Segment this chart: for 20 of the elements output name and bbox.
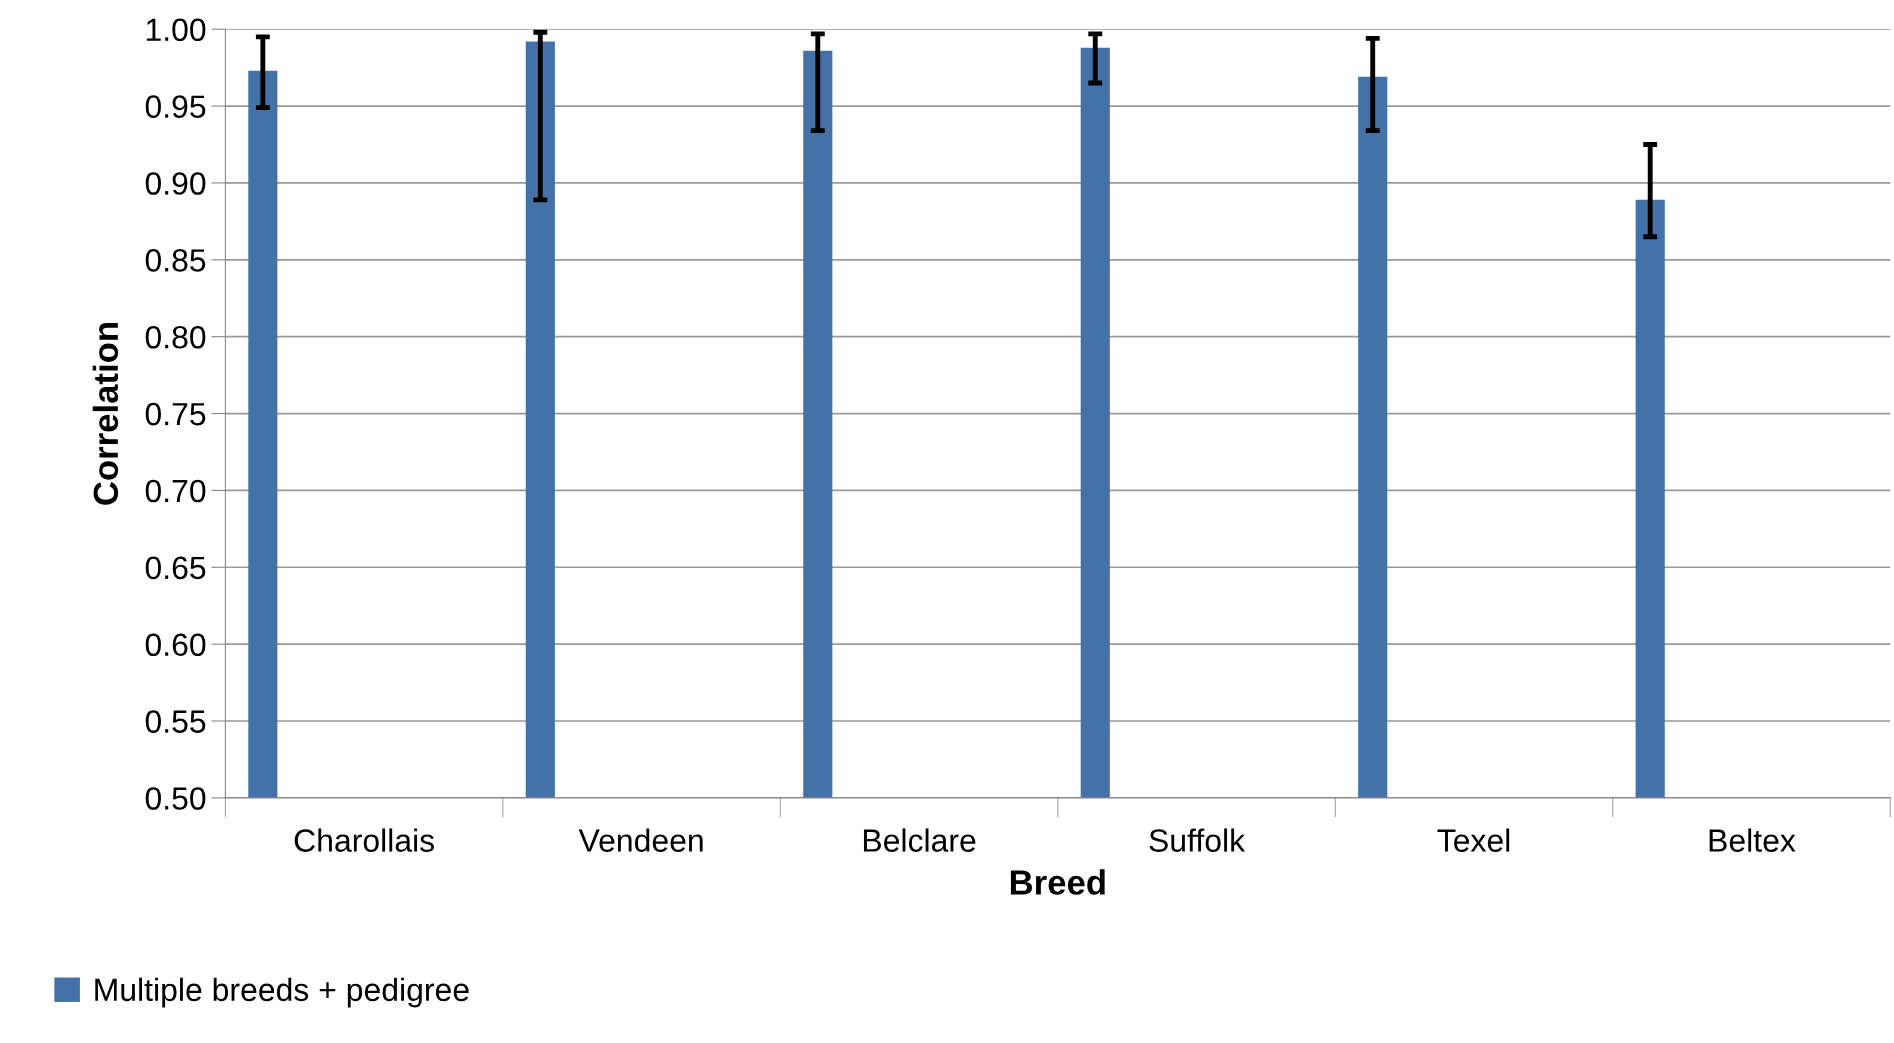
x-tick-label: Beltex [1709, 828, 1796, 852]
y-tick-label: 0.75 [145, 402, 206, 426]
x-axis-title: Breed [1010, 869, 1105, 895]
x-tick-label: Charollais [294, 828, 434, 852]
y-tick-label: 0.70 [145, 479, 206, 503]
y-tick-label: 0.95 [145, 95, 206, 118]
x-tick-label: Vendeen [578, 828, 703, 852]
y-tick-label: 0.65 [145, 556, 206, 580]
y-tick-label: 1.00 [146, 18, 206, 42]
y-tick-label: 0.50 [145, 787, 206, 810]
legend-label: Multiple breeds + pedigree [95, 977, 469, 1008]
x-tick-label: Suffolk [1149, 828, 1246, 852]
y-tick-label: 0.90 [145, 172, 206, 195]
y-axis-title: Correlation [92, 323, 119, 505]
y-tick-label: 0.85 [145, 249, 206, 272]
y-tick-label: 0.80 [145, 325, 206, 349]
x-tick-label: Belclare [863, 828, 976, 852]
x-tick-label: Texel [1437, 828, 1510, 852]
y-tick-label: 0.55 [145, 710, 206, 733]
y-tick-label: 0.60 [145, 633, 206, 657]
